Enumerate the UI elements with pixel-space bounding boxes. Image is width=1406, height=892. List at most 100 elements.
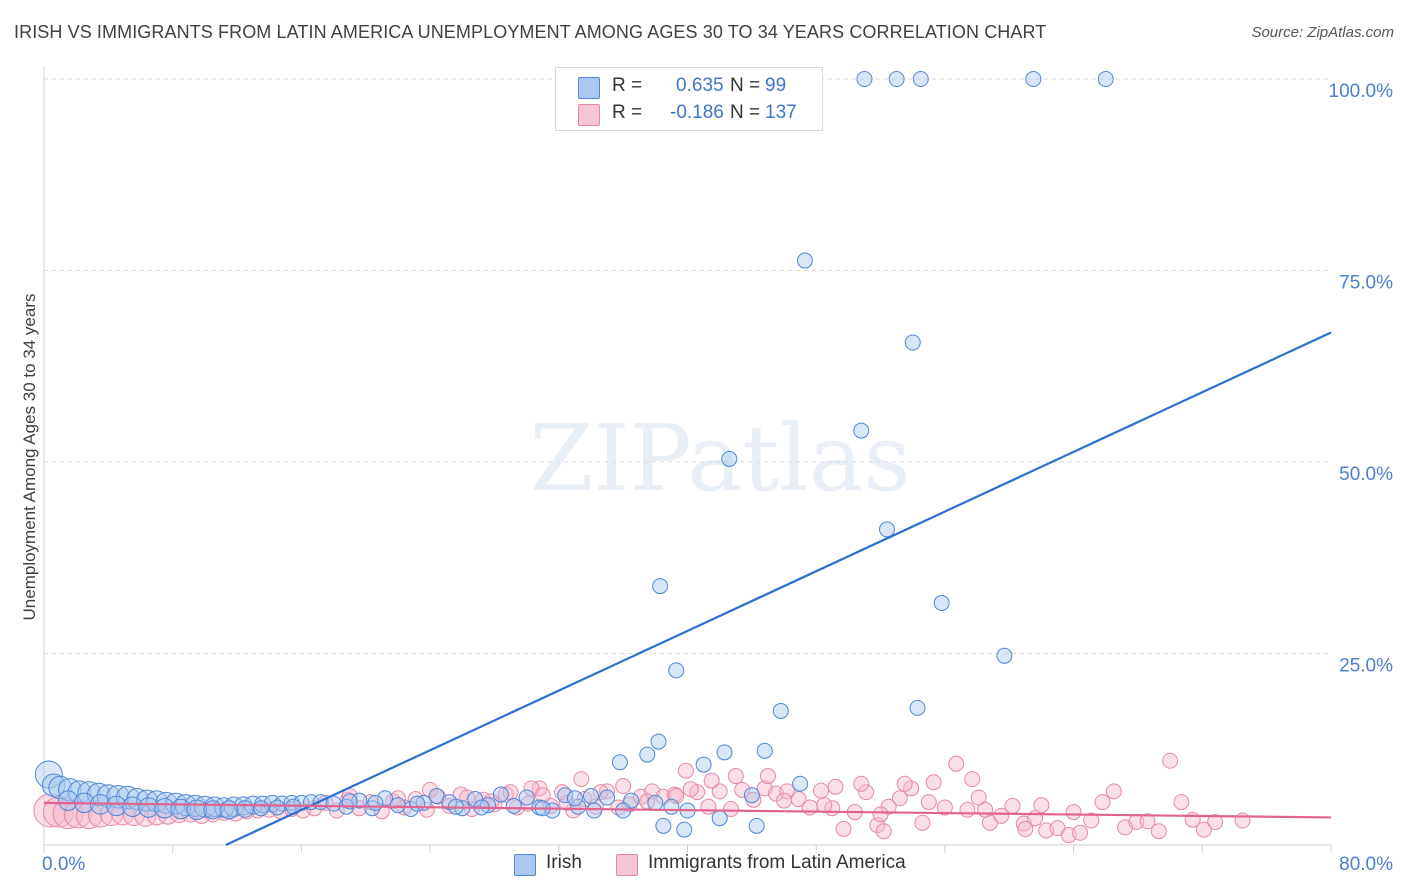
latin-point (827, 778, 844, 795)
latin-legend-swatch (616, 854, 638, 876)
latin-point (970, 789, 987, 806)
latin-point (422, 781, 439, 798)
latin-point (993, 807, 1010, 824)
x-tick-label-min: 0.0% (42, 854, 85, 875)
chart-title: IRISH VS IMMIGRANTS FROM LATIN AMERICA U… (14, 22, 1047, 42)
irish-point (721, 450, 738, 467)
irish-point (57, 790, 79, 811)
latin-point (703, 772, 720, 789)
irish-point (1097, 71, 1114, 87)
latin-point (615, 778, 632, 795)
latin-point (722, 800, 739, 817)
irish-point (57, 778, 82, 802)
latin-point (835, 820, 852, 837)
irish-point (409, 795, 426, 812)
irish-point (639, 746, 656, 763)
irish-point (106, 795, 127, 817)
latin-point (858, 784, 875, 801)
latin-point (801, 799, 818, 816)
latin-point (1207, 814, 1224, 831)
latin-point (711, 783, 728, 800)
irish-point (505, 797, 522, 814)
irish-point (223, 796, 245, 817)
latin-point (1017, 820, 1034, 837)
latin-point (896, 775, 913, 792)
irish-point (48, 775, 72, 800)
latin-point (853, 775, 870, 792)
latin-point (42, 796, 74, 828)
irish-point (566, 790, 583, 807)
irish-point (912, 71, 929, 87)
y-axis-label: Unemployment Among Ages 30 to 34 years (20, 293, 39, 621)
latin-point (727, 768, 744, 785)
irish-point (367, 794, 384, 811)
latin-point (700, 798, 717, 815)
latin-point (1234, 812, 1251, 829)
latin-point (734, 781, 751, 798)
irish-point (96, 784, 121, 808)
latin-point (1173, 794, 1190, 811)
irish-point (650, 733, 667, 750)
latin-point (1105, 783, 1122, 800)
irish-point (236, 800, 254, 818)
latin-point (599, 783, 616, 800)
irish-point (518, 789, 535, 806)
latin-r-value: -0.186 (670, 102, 724, 123)
latin-point (779, 783, 796, 800)
irish-point (402, 800, 419, 817)
irish-swatch (578, 77, 600, 99)
correlation-legend: R = 0.635 N = 99 R = -0.186 N = 137 (555, 67, 823, 131)
irish-point (695, 756, 712, 773)
irish-point (611, 754, 628, 771)
irish-point (996, 647, 1013, 664)
irish-point (1025, 71, 1042, 87)
irish-point (582, 787, 599, 804)
latin-point (1033, 797, 1050, 814)
irish-point (716, 744, 733, 761)
latin-point (776, 792, 793, 809)
irish-point (668, 662, 685, 679)
latin-point (872, 806, 889, 823)
latin-legend-label: Immigrants from Latin America (648, 852, 906, 873)
irish-n-value: 99 (765, 75, 787, 96)
latin-point (1072, 824, 1089, 841)
irish-point (389, 797, 406, 814)
irish-point (652, 578, 669, 595)
irish-point (888, 71, 905, 87)
irish-point (219, 800, 239, 820)
latin-point (875, 823, 892, 840)
latin-swatch (578, 104, 600, 126)
latin-point (977, 801, 994, 818)
irish-r-value: 0.635 (676, 75, 724, 96)
irish-point (748, 817, 765, 834)
irish-point (676, 821, 693, 838)
latin-trend-line (43, 801, 1332, 819)
irish-point (743, 787, 760, 804)
irish-point (711, 810, 728, 827)
trend-lines (43, 331, 1332, 846)
latin-point (1004, 797, 1021, 814)
axes (43, 66, 1332, 853)
latin-point (816, 797, 833, 814)
y-tick-label: 75.0% (1339, 273, 1393, 294)
watermark: ZIPatlas (529, 405, 910, 512)
latin-point (592, 784, 609, 801)
irish-point (428, 787, 445, 804)
irish-point (663, 798, 680, 815)
irish-point (467, 791, 484, 808)
irish-point (878, 521, 895, 538)
irish-point (269, 799, 286, 816)
irish-point (756, 742, 773, 759)
latin-point (1139, 813, 1156, 830)
latin-point (925, 774, 942, 791)
irish-n-label: N = (730, 75, 761, 96)
latin-point (813, 782, 830, 799)
y-tick-label: 100.0% (1329, 81, 1394, 102)
latin-point (920, 794, 937, 811)
irish-point (933, 594, 950, 611)
irish-legend-swatch (514, 854, 536, 876)
irish-point (557, 787, 574, 804)
gridlines (44, 78, 1331, 654)
irish-point (203, 800, 223, 820)
